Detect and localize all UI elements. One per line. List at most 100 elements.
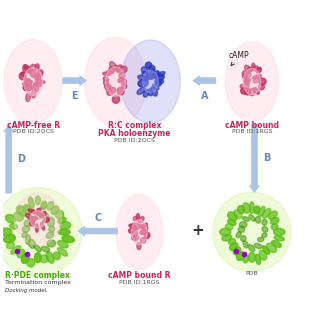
Ellipse shape bbox=[5, 214, 16, 223]
Ellipse shape bbox=[106, 85, 112, 92]
Ellipse shape bbox=[60, 222, 71, 230]
Ellipse shape bbox=[274, 228, 285, 236]
Ellipse shape bbox=[4, 234, 15, 243]
Text: +: + bbox=[192, 223, 204, 238]
Ellipse shape bbox=[228, 239, 236, 245]
Ellipse shape bbox=[238, 226, 245, 232]
Ellipse shape bbox=[248, 252, 255, 262]
Ellipse shape bbox=[156, 81, 161, 86]
Ellipse shape bbox=[116, 194, 163, 270]
Ellipse shape bbox=[138, 79, 148, 87]
Ellipse shape bbox=[254, 206, 260, 214]
Ellipse shape bbox=[262, 208, 271, 218]
Ellipse shape bbox=[253, 76, 261, 83]
Ellipse shape bbox=[29, 216, 35, 221]
Ellipse shape bbox=[250, 202, 254, 213]
Ellipse shape bbox=[21, 72, 25, 76]
Ellipse shape bbox=[34, 244, 41, 252]
Ellipse shape bbox=[23, 68, 43, 96]
Ellipse shape bbox=[244, 88, 251, 95]
Ellipse shape bbox=[155, 79, 164, 84]
Ellipse shape bbox=[244, 65, 251, 73]
Ellipse shape bbox=[142, 223, 148, 227]
Ellipse shape bbox=[1, 228, 12, 236]
Ellipse shape bbox=[35, 253, 41, 262]
Ellipse shape bbox=[112, 95, 120, 103]
Ellipse shape bbox=[22, 232, 27, 238]
Ellipse shape bbox=[143, 76, 149, 81]
Ellipse shape bbox=[245, 79, 250, 85]
Ellipse shape bbox=[121, 40, 180, 123]
Ellipse shape bbox=[41, 201, 47, 210]
Ellipse shape bbox=[49, 226, 54, 232]
Ellipse shape bbox=[136, 214, 140, 220]
Ellipse shape bbox=[151, 73, 156, 79]
Ellipse shape bbox=[225, 224, 233, 230]
Ellipse shape bbox=[10, 224, 18, 229]
Ellipse shape bbox=[262, 227, 268, 232]
Ellipse shape bbox=[220, 228, 231, 236]
Ellipse shape bbox=[122, 79, 126, 84]
Text: B: B bbox=[263, 153, 270, 164]
Ellipse shape bbox=[133, 216, 138, 221]
Ellipse shape bbox=[274, 236, 284, 241]
Ellipse shape bbox=[228, 212, 237, 221]
Ellipse shape bbox=[249, 88, 255, 96]
Ellipse shape bbox=[144, 232, 150, 239]
Ellipse shape bbox=[236, 232, 241, 238]
Ellipse shape bbox=[129, 229, 133, 233]
Ellipse shape bbox=[47, 240, 56, 247]
Ellipse shape bbox=[28, 197, 34, 209]
Ellipse shape bbox=[36, 80, 45, 84]
Text: R:C complex: R:C complex bbox=[108, 121, 161, 130]
Ellipse shape bbox=[14, 193, 61, 245]
Ellipse shape bbox=[248, 244, 255, 252]
Ellipse shape bbox=[41, 212, 46, 216]
Ellipse shape bbox=[142, 71, 149, 79]
Ellipse shape bbox=[107, 87, 116, 95]
Text: R·PDE complex: R·PDE complex bbox=[4, 271, 69, 280]
Ellipse shape bbox=[40, 214, 46, 218]
Ellipse shape bbox=[105, 67, 126, 96]
Ellipse shape bbox=[252, 66, 259, 71]
Ellipse shape bbox=[268, 211, 277, 219]
Ellipse shape bbox=[34, 82, 42, 87]
Ellipse shape bbox=[103, 72, 110, 76]
Text: PKA holoenzyme: PKA holoenzyme bbox=[98, 129, 171, 138]
Ellipse shape bbox=[150, 69, 155, 76]
Ellipse shape bbox=[17, 206, 26, 216]
Ellipse shape bbox=[256, 67, 261, 73]
Ellipse shape bbox=[30, 211, 46, 228]
Ellipse shape bbox=[132, 230, 138, 236]
Ellipse shape bbox=[140, 238, 146, 243]
Ellipse shape bbox=[22, 226, 30, 232]
Ellipse shape bbox=[23, 80, 33, 86]
Ellipse shape bbox=[153, 84, 159, 90]
Text: cAMP bound: cAMP bound bbox=[225, 121, 279, 130]
Ellipse shape bbox=[26, 214, 33, 220]
Ellipse shape bbox=[103, 77, 109, 82]
Ellipse shape bbox=[140, 229, 147, 235]
Ellipse shape bbox=[38, 208, 41, 213]
Ellipse shape bbox=[241, 236, 246, 242]
Ellipse shape bbox=[233, 247, 241, 255]
Text: E: E bbox=[71, 91, 78, 101]
Ellipse shape bbox=[55, 210, 64, 219]
Ellipse shape bbox=[35, 77, 42, 84]
Ellipse shape bbox=[24, 85, 33, 91]
Ellipse shape bbox=[42, 246, 49, 252]
Ellipse shape bbox=[129, 224, 137, 229]
Ellipse shape bbox=[243, 217, 249, 221]
Ellipse shape bbox=[51, 206, 59, 214]
Ellipse shape bbox=[26, 93, 30, 101]
Ellipse shape bbox=[119, 72, 125, 79]
Ellipse shape bbox=[36, 224, 38, 232]
Text: D: D bbox=[17, 154, 25, 164]
Ellipse shape bbox=[58, 248, 68, 256]
Ellipse shape bbox=[145, 62, 152, 68]
Ellipse shape bbox=[105, 84, 111, 90]
Ellipse shape bbox=[107, 70, 112, 75]
Ellipse shape bbox=[47, 217, 54, 227]
Ellipse shape bbox=[37, 70, 43, 78]
Ellipse shape bbox=[35, 64, 39, 69]
